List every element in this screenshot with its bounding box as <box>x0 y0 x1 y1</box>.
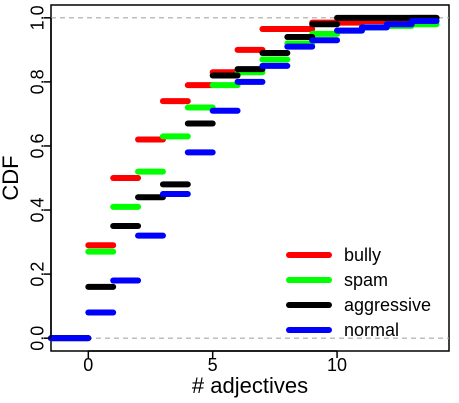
x-tick-label-0: 0 <box>83 355 93 375</box>
legend-label-normal: normal <box>344 320 399 340</box>
y-axis: 0.0 0.2 0.4 0.6 0.8 1.0 <box>28 5 52 351</box>
x-axis: 0 5 10 <box>83 350 347 375</box>
legend-label-bully: bully <box>344 245 381 265</box>
x-tick-label-1: 5 <box>208 355 218 375</box>
y-tick-label-5: 1.0 <box>28 5 48 30</box>
y-tick-label-4: 0.8 <box>28 69 48 94</box>
legend-label-spam: spam <box>344 270 388 290</box>
series-normal <box>48 18 440 342</box>
legend-label-aggressive: aggressive <box>344 295 431 315</box>
y-tick-label-3: 0.6 <box>28 133 48 158</box>
y-tick-label-0: 0.0 <box>28 326 48 351</box>
legend: bully spam aggressive normal <box>286 245 431 340</box>
series-bully <box>48 14 440 342</box>
y-tick-label-1: 0.2 <box>28 262 48 287</box>
series-layer <box>48 14 440 342</box>
plot-area <box>48 4 450 352</box>
x-axis-label: # adjectives <box>192 373 308 398</box>
y-axis-label: CDF <box>0 155 23 200</box>
series-aggressive <box>48 14 440 342</box>
x-tick-label-2: 10 <box>327 355 347 375</box>
y-tick-label-2: 0.4 <box>28 198 48 223</box>
